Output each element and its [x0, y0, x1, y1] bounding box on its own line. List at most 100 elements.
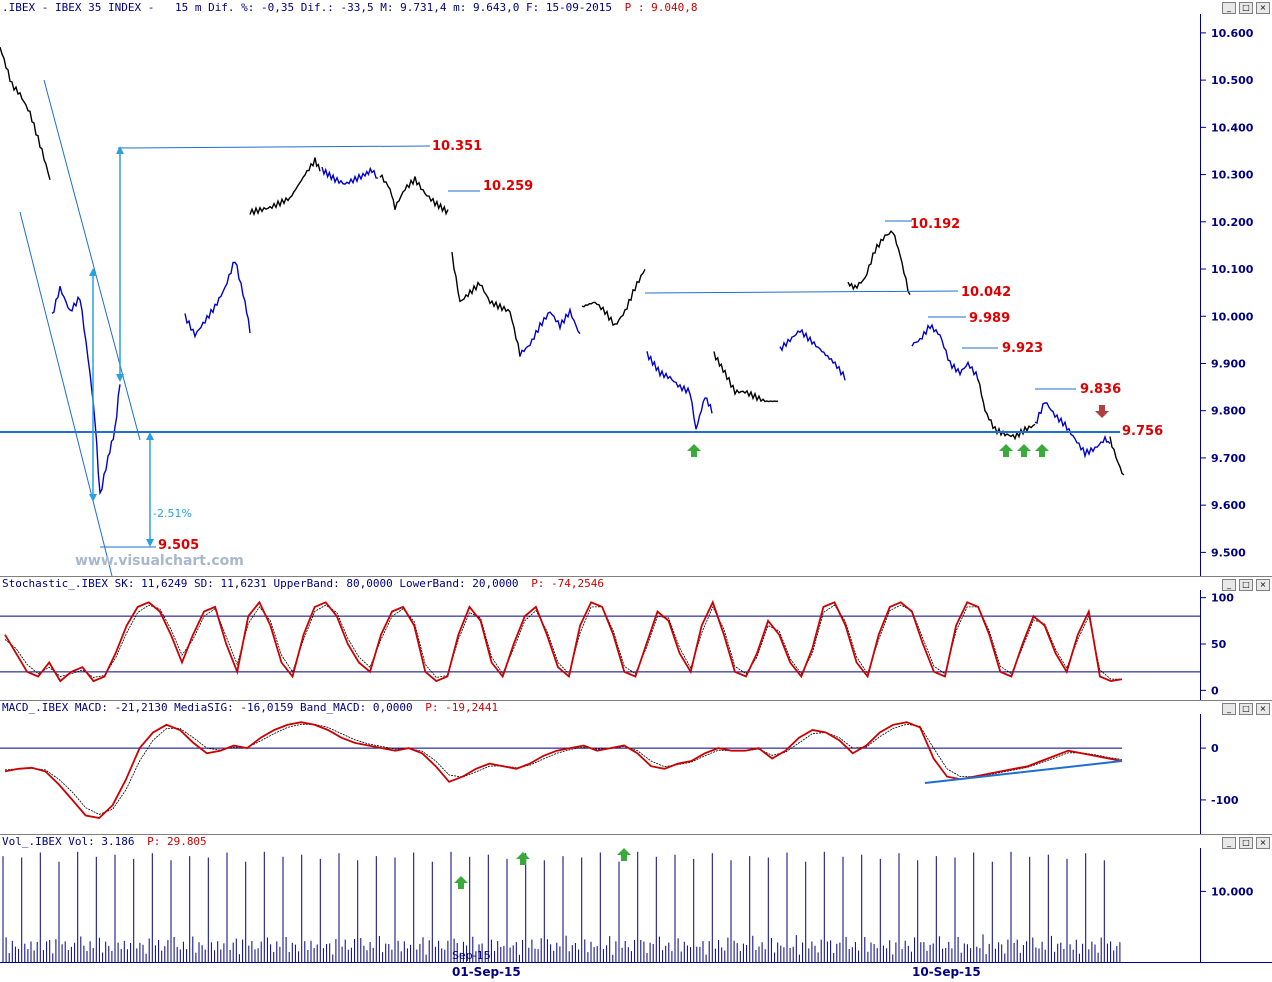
minimize-button[interactable]: _ — [1222, 2, 1236, 14]
stochastic-axis-label: 0 — [1211, 684, 1219, 697]
price-axis-label: 10.500 — [1211, 74, 1254, 87]
percent-label: -2.51% — [153, 507, 192, 520]
green-up-arrow-icon — [516, 852, 530, 865]
maximize-button[interactable]: □ — [1239, 2, 1253, 14]
stochastic-pane[interactable]: Stochastic_.IBEX SK: 11,6249 SD: 11,6231… — [0, 577, 1200, 700]
channel-line-lower — [19, 211, 113, 576]
macd-close-button[interactable]: × — [1256, 703, 1270, 715]
measure-arrowhead — [116, 374, 124, 382]
price-axis-label: 10.400 — [1211, 121, 1254, 134]
price-label-10.351: 10.351 — [432, 139, 482, 154]
price-axis-label: 9.800 — [1211, 405, 1246, 418]
macd-header: MACD_.IBEX MACD: -21,2130 MediaSIG: -16,… — [2, 701, 498, 714]
macd-window-buttons: _ □ × — [1222, 703, 1270, 715]
price-label-9.505: 9.505 — [158, 538, 199, 553]
macd-axis: 0 -100 — [1200, 714, 1272, 834]
stochastic-maximize-button[interactable]: □ — [1239, 579, 1253, 591]
stochastic-p-value: P: -74,2546 — [531, 577, 605, 590]
price-label-9.989: 9.989 — [969, 311, 1010, 326]
channel-line-upper — [43, 79, 141, 441]
macd-plot[interactable] — [0, 701, 1200, 834]
header-p-value: P : 9.040,8 — [624, 1, 698, 14]
macd-pane[interactable]: MACD_.IBEX MACD: -21,2130 MediaSIG: -16,… — [0, 701, 1200, 834]
price-axis-label: 10.200 — [1211, 216, 1254, 229]
macd-p-value: P: -19,2441 — [425, 701, 499, 714]
price-axis-label: 10.100 — [1211, 263, 1254, 276]
volume-close-button[interactable]: × — [1256, 837, 1270, 849]
price-axis-label: 9.500 — [1211, 546, 1246, 559]
close-button[interactable]: × — [1256, 2, 1270, 14]
pane-divider[interactable] — [0, 576, 1272, 577]
header-details: 15 m Dif. %: -0,35 Dif.: -33,5 M: 9.731,… — [174, 1, 613, 14]
volume-maximize-button[interactable]: □ — [1239, 837, 1253, 849]
price-axis-label: 10.600 — [1211, 27, 1254, 40]
symbol-label: .IBEX - IBEX 35 INDEX - — [2, 1, 155, 14]
stochastic-axis-label: 100 — [1211, 592, 1234, 605]
price-axis-label: 10.300 — [1211, 169, 1254, 182]
macd-line — [4, 721, 1123, 819]
price-header: .IBEX - IBEX 35 INDEX - 15 m Dif. %: -0,… — [2, 1, 698, 14]
price-series-segment — [249, 157, 321, 217]
pane-divider[interactable] — [0, 834, 1272, 835]
price-label-10.042: 10.042 — [961, 285, 1011, 300]
price-plot[interactable]: 10.351 10.259 10.192 10.042 9.989 9.923 9.836 9… — [0, 0, 1200, 576]
price-series-segment — [779, 328, 846, 381]
macd-axis-label: -100 — [1211, 794, 1239, 807]
price-series-segment — [847, 230, 911, 295]
green-up-arrow-icon — [1035, 444, 1049, 457]
window-buttons: _ □ × — [1222, 2, 1270, 14]
watermark: www.visualchart.com — [75, 553, 244, 569]
stochastic-plot[interactable] — [0, 577, 1200, 700]
measure-arrowhead — [146, 432, 154, 440]
price-label-10.192: 10.192 — [910, 217, 960, 232]
price-label-10.259: 10.259 — [483, 179, 533, 194]
price-series-segment — [646, 351, 713, 430]
green-up-arrow-icon — [617, 848, 631, 861]
price-series-segment — [581, 268, 646, 327]
stochastic-close-button[interactable]: × — [1256, 579, 1270, 591]
price-label-9.756: 9.756 — [1122, 424, 1163, 439]
price-axis-label: 10.000 — [1211, 310, 1254, 323]
stochastic-minimize-button[interactable]: _ — [1222, 579, 1236, 591]
measure-arrowhead — [89, 268, 97, 276]
volume-header: Vol_.IBEX Vol: 3.186 P: 29.805 — [2, 835, 207, 848]
price-axis-label: 9.600 — [1211, 499, 1246, 512]
price-series-segment — [451, 252, 521, 357]
measure-arrowhead — [116, 146, 124, 154]
price-series-segment — [519, 306, 581, 357]
volume-minimize-button[interactable]: _ — [1222, 837, 1236, 849]
macd-values: MACD_.IBEX MACD: -21,2130 MediaSIG: -16,… — [2, 701, 413, 714]
macd-axis-label: 0 — [1211, 742, 1219, 755]
volume-values: Vol_.IBEX Vol: 3.186 — [2, 835, 135, 848]
price-series-segment — [321, 166, 379, 185]
macd-signal-line — [4, 723, 1123, 815]
volume-pane[interactable]: Vol_.IBEX Vol: 3.186 P: 29.805 Sep-15 — [0, 835, 1200, 962]
time-label-10-sep: 10-Sep-15 — [912, 965, 981, 979]
resistance-line-10351 — [117, 145, 431, 149]
volume-plot[interactable]: Sep-15 — [0, 835, 1200, 962]
macd-maximize-button[interactable]: □ — [1239, 703, 1253, 715]
pane-divider[interactable] — [0, 700, 1272, 701]
green-up-arrow-icon — [687, 444, 701, 457]
volume-p-value: P: 29.805 — [147, 835, 207, 848]
volume-axis: 10.000 — [1200, 848, 1272, 962]
stochastic-axis-label: 50 — [1211, 638, 1227, 651]
macd-minimize-button[interactable]: _ — [1222, 703, 1236, 715]
price-axis: 10.600 10.500 10.400 10.300 10.200 10.100 10.0… — [1200, 14, 1272, 576]
price-series-segment — [51, 286, 121, 496]
time-label-01-sep: 01-Sep-15 — [452, 965, 521, 979]
price-label-9.923: 9.923 — [1002, 341, 1043, 356]
price-series-segment — [713, 351, 779, 403]
stochastic-sd-line — [4, 604, 1122, 680]
price-pane[interactable]: .IBEX - IBEX 35 INDEX - 15 m Dif. %: -0,… — [0, 0, 1200, 576]
volume-window-buttons: _ □ × — [1222, 837, 1270, 849]
stochastic-values: Stochastic_.IBEX SK: 11,6249 SD: 11,6231… — [2, 577, 519, 590]
measure-arrowhead — [146, 539, 154, 547]
measure-arrowhead — [89, 494, 97, 502]
volume-axis-label: 10.000 — [1211, 885, 1254, 898]
stochastic-sk-line — [4, 599, 1123, 683]
price-series-segment — [379, 173, 449, 216]
price-series-segment — [977, 379, 1036, 441]
stochastic-axis: 100 50 0 — [1200, 590, 1272, 700]
